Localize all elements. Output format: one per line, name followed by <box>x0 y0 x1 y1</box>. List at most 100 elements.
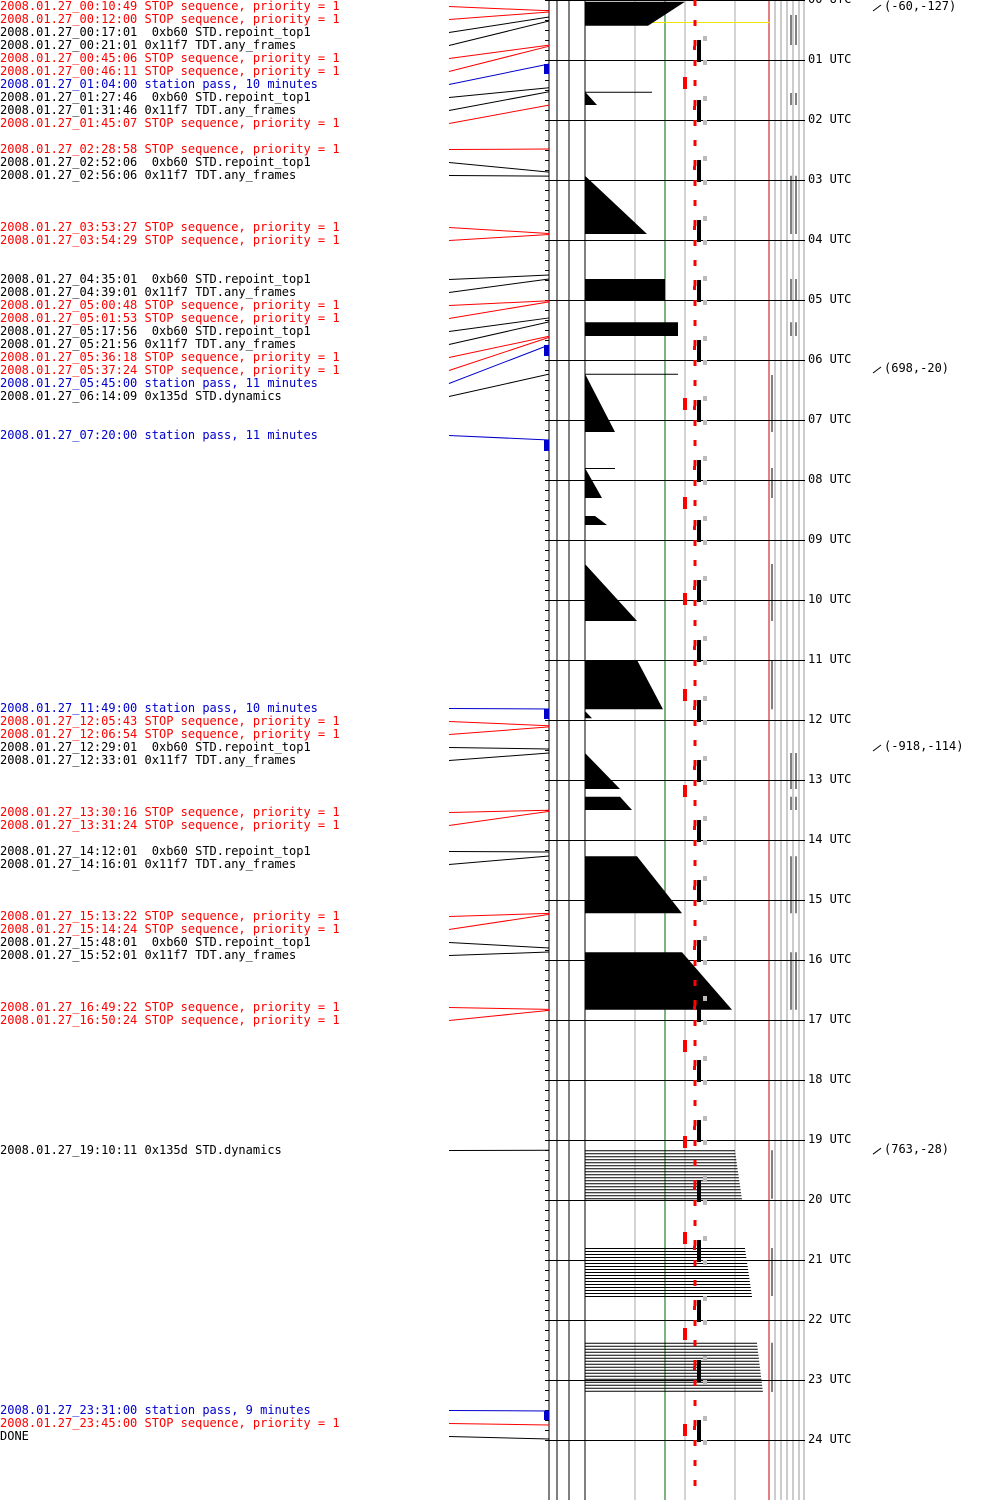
event-connector <box>448 435 550 441</box>
event-label: 2008.01.27_00:46:11 STOP sequence, prior… <box>0 65 340 78</box>
event-text: STOP sequence, priority = 1 <box>144 233 340 247</box>
event-connector <box>448 91 550 111</box>
orbit-mark <box>697 1420 701 1442</box>
orbit-mark-grey <box>703 780 707 785</box>
event-text: STOP sequence, priority = 1 <box>144 818 340 832</box>
event-time: 2008.01.27_12:05:43 <box>0 714 138 728</box>
orbit-mark-red <box>693 406 696 410</box>
orbit-mark <box>697 580 701 602</box>
event-time: 2008.01.27_16:49:22 <box>0 1000 138 1014</box>
orbit-mark-grey <box>703 456 707 461</box>
orbit-mark-grey <box>703 1356 707 1361</box>
orbit-mark-red <box>693 646 696 650</box>
event-text: STOP sequence, priority = 1 <box>144 311 340 325</box>
event-text: 0x11f7 TDT.any_frames <box>144 168 297 182</box>
orbit-mark-red <box>693 706 696 710</box>
orbit-mark-red <box>693 1186 696 1190</box>
event-time: 2008.01.27_00:17:01 <box>0 25 138 39</box>
orbit-mark-grey <box>703 1236 707 1241</box>
station-pass-block <box>544 64 549 75</box>
event-text: STOP sequence, priority = 1 <box>144 64 340 78</box>
event-label: 2008.01.27_15:48:01 0xb60 STD.repoint_to… <box>0 936 311 949</box>
event-connector <box>448 1009 550 1021</box>
event-label: 2008.01.27_00:21:01 0x11f7 TDT.any_frame… <box>0 39 296 52</box>
hour-label: 08 UTC <box>808 472 852 486</box>
orbit-mark-grey <box>703 1416 707 1421</box>
event-time: 2008.01.27_00:12:00 <box>0 12 138 26</box>
orbit-mark-grey <box>703 876 707 881</box>
orbit-mark-grey <box>703 1440 707 1445</box>
event-text: 0xb60 STD.repoint_top1 <box>144 272 311 286</box>
event-time: 2008.01.27_03:54:29 <box>0 233 138 247</box>
event-connector <box>448 11 550 20</box>
event-text: 0xb60 STD.repoint_top1 <box>144 740 311 754</box>
hour-label: 07 UTC <box>808 412 852 426</box>
event-label: 2008.01.27_00:10:49 STOP sequence, prior… <box>0 0 340 13</box>
orbit-mark-grey <box>703 276 707 281</box>
event-connector <box>448 951 550 956</box>
event-label: 2008.01.27_00:12:00 STOP sequence, prior… <box>0 13 340 26</box>
hour-label: 11 UTC <box>808 652 852 666</box>
activity-bar <box>585 1 685 26</box>
activity-bar <box>585 373 615 432</box>
event-connector <box>448 6 550 12</box>
event-time: 2008.01.27_16:50:24 <box>0 1013 138 1027</box>
event-text: 0x11f7 TDT.any_frames <box>144 948 297 962</box>
orbit-mark-grey <box>703 756 707 761</box>
hour-label: 23 UTC <box>808 1372 852 1386</box>
orbit-mark <box>697 100 701 122</box>
event-label: 2008.01.27_00:17:01 0xb60 STD.repoint_to… <box>0 26 311 39</box>
event-label: 2008.01.27_12:06:54 STOP sequence, prior… <box>0 728 340 741</box>
event-label: 2008.01.27_11:49:00 station pass, 10 min… <box>0 702 318 715</box>
red-event-block <box>683 497 687 509</box>
event-connector <box>448 942 550 949</box>
hour-label: 17 UTC <box>808 1012 852 1026</box>
event-label: 2008.01.27_02:52:06 0xb60 STD.repoint_to… <box>0 156 311 169</box>
orbit-mark <box>697 1000 701 1022</box>
event-time: 2008.01.27_05:17:56 <box>0 324 138 338</box>
activity-bar <box>585 175 647 234</box>
orbit-mark-grey <box>703 936 707 941</box>
event-text: STOP sequence, priority = 1 <box>144 909 340 923</box>
event-connector <box>448 227 550 234</box>
orbit-mark-red <box>693 1066 696 1070</box>
station-pass-block <box>544 709 549 720</box>
event-text: 0x11f7 TDT.any_frames <box>144 337 297 351</box>
orbit-mark-grey <box>703 480 707 485</box>
orbit-mark-red <box>693 1306 696 1310</box>
event-time: 2008.01.27_01:45:07 <box>0 116 138 130</box>
event-time: 2008.01.27_14:16:01 <box>0 857 138 871</box>
orbit-mark <box>697 1060 701 1082</box>
activity-bar <box>585 856 682 914</box>
event-time: 2008.01.27_14:12:01 <box>0 844 138 858</box>
event-label: 2008.01.27_12:33:01 0x11f7 TDT.any_frame… <box>0 754 296 767</box>
event-text: station pass, 11 minutes <box>144 376 318 390</box>
orbit-mark-red <box>693 1126 696 1130</box>
orbit-mark-red <box>693 46 696 50</box>
red-event-block <box>683 1232 687 1244</box>
activity-bar <box>585 660 663 710</box>
event-connector <box>448 747 550 750</box>
orbit-mark-red <box>693 946 696 950</box>
orbit-mark-grey <box>703 1260 707 1265</box>
event-label: 2008.01.27_01:04:00 station pass, 10 min… <box>0 78 318 91</box>
orbit-mark-red <box>693 1366 696 1370</box>
event-time: 2008.01.27_23:45:00 <box>0 1416 138 1430</box>
event-time: 2008.01.27_02:56:06 <box>0 168 138 182</box>
event-time: 2008.01.27_05:01:53 <box>0 311 138 325</box>
event-label: 2008.01.27_03:54:29 STOP sequence, prior… <box>0 234 340 247</box>
event-time: 2008.01.27_04:39:01 <box>0 285 138 299</box>
activity-bar <box>585 796 632 810</box>
hour-label: 00 UTC <box>808 0 851 6</box>
event-time: 2008.01.27_15:13:22 <box>0 909 138 923</box>
hour-label: 04 UTC <box>808 232 852 246</box>
event-text: STOP sequence, priority = 1 <box>144 1000 340 1014</box>
event-time: 2008.01.27_02:52:06 <box>0 155 138 169</box>
done-connector <box>448 1436 550 1440</box>
orbit-mark <box>697 280 701 302</box>
event-text: STOP sequence, priority = 1 <box>144 12 340 26</box>
event-text: STOP sequence, priority = 1 <box>144 350 340 364</box>
event-text: STOP sequence, priority = 1 <box>144 298 340 312</box>
orbit-mark <box>697 220 701 242</box>
orbit-mark-grey <box>703 216 707 221</box>
